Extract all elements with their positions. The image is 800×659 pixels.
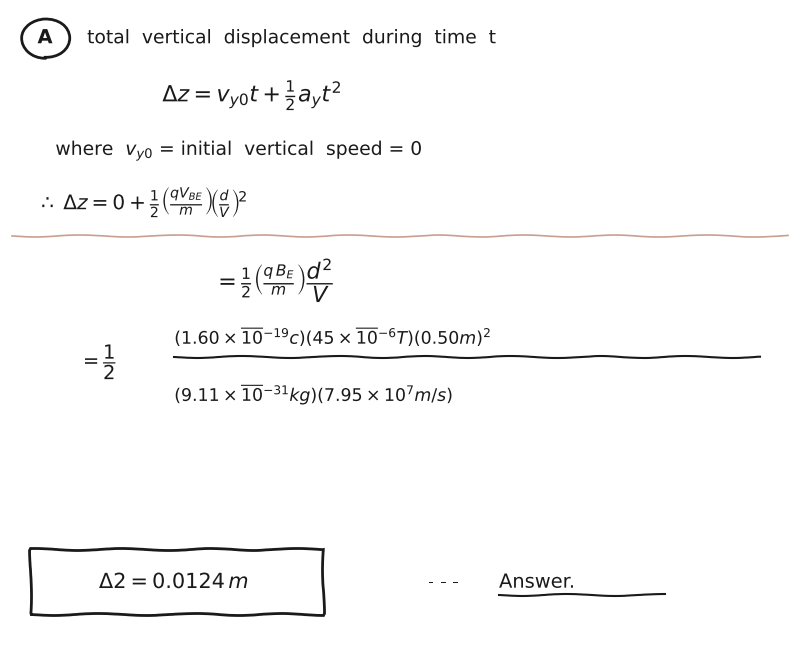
Text: $\therefore\;\Delta z = 0 + \frac{1}{2}\left(\frac{qV_{BE}}{m}\right)\!\left(\fr: $\therefore\;\Delta z = 0 + \frac{1}{2}\… <box>37 186 250 219</box>
Text: A: A <box>38 28 53 47</box>
Text: - - -: - - - <box>428 573 458 591</box>
Text: total  vertical  displacement  during  time  t: total vertical displacement during time … <box>87 28 496 47</box>
Text: where  $v_{y0}$ = initial  vertical  speed = 0: where $v_{y0}$ = initial vertical speed … <box>55 138 423 163</box>
Text: $= \dfrac{1}{2}$: $= \dfrac{1}{2}$ <box>79 343 118 381</box>
Text: Answer.: Answer. <box>499 573 575 592</box>
Text: $\Delta 2 = 0.0124\,m$: $\Delta 2 = 0.0124\,m$ <box>99 572 250 592</box>
Text: $= \frac{1}{2}\left(\frac{q\,B_E}{m}\right)\dfrac{d^2}{V}$: $= \frac{1}{2}\left(\frac{q\,B_E}{m}\rig… <box>214 256 337 304</box>
Text: $(1.60\times\overline{10}^{-19}c)(45\times\overline{10}^{-6}T)(0.50m)^2$: $(1.60\times\overline{10}^{-19}c)(45\tim… <box>174 324 492 348</box>
FancyBboxPatch shape <box>30 549 323 614</box>
Text: $(9.11\times\overline{10}^{-31}kg)(7.95\times10^{7}m/s)$: $(9.11\times\overline{10}^{-31}kg)(7.95\… <box>174 382 454 407</box>
Text: $\Delta z = v_{y0}t + \frac{1}{2}a_y t^2$: $\Delta z = v_{y0}t + \frac{1}{2}a_y t^2… <box>162 78 342 113</box>
